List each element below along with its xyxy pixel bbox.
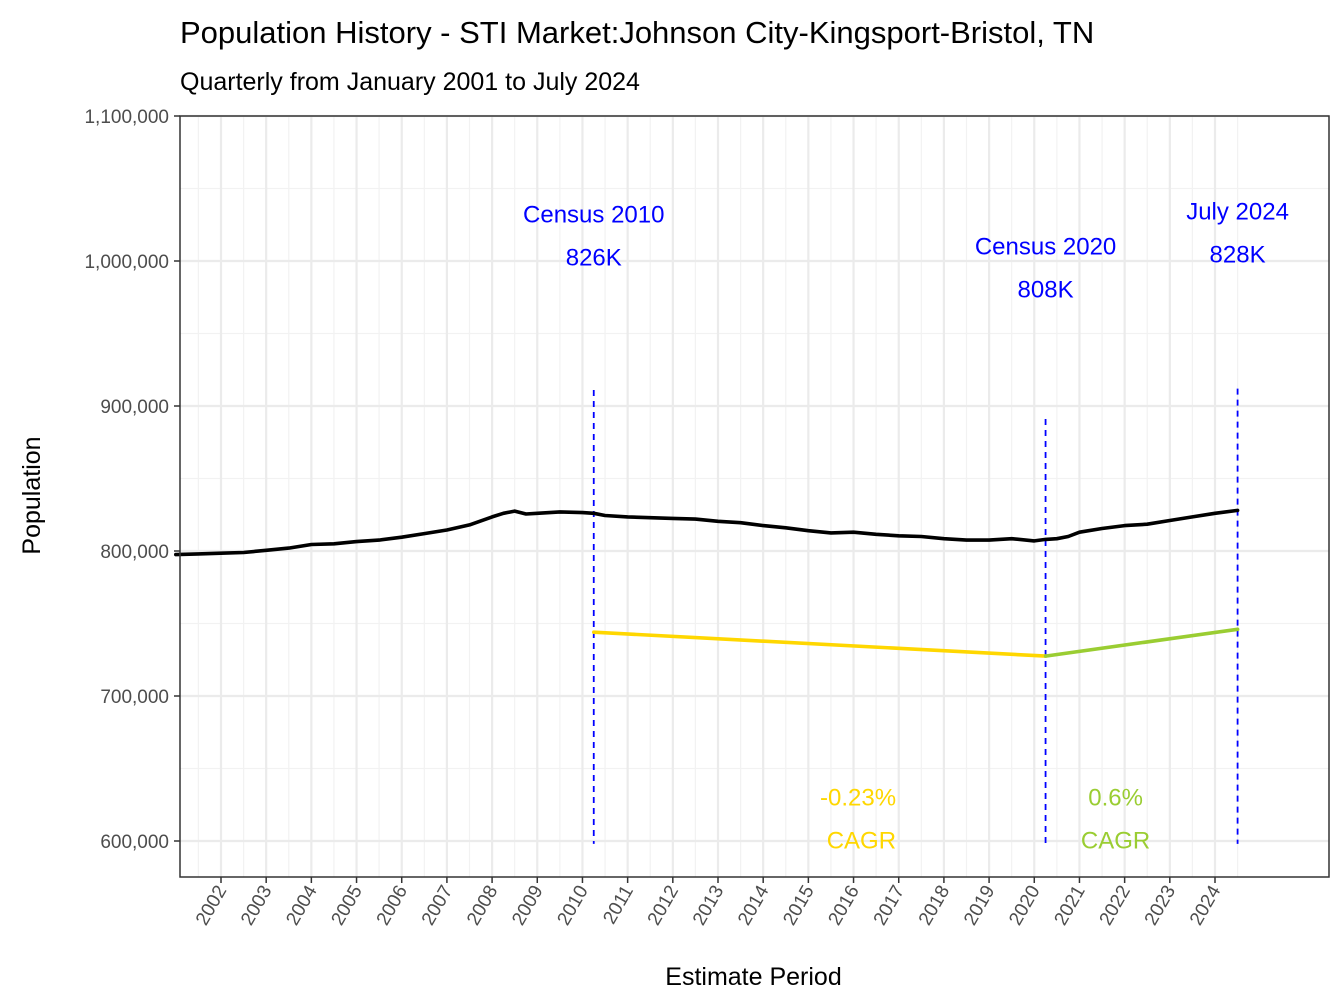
grid-lines: [180, 114, 1329, 877]
x-tick-label: 2022: [1096, 882, 1135, 929]
x-axis-title: Estimate Period: [665, 963, 841, 991]
y-tick-label: 900,000: [100, 397, 169, 418]
annotation-label: Census 2020 808K: [975, 234, 1116, 304]
x-tick-label: 2023: [1141, 882, 1180, 929]
x-tick-label: 2011: [599, 882, 638, 928]
x-tick-label: 2013: [689, 882, 728, 929]
y-tick-label: 1,100,000: [84, 107, 169, 128]
x-tick-label: 2012: [644, 882, 683, 929]
annotation-line: CAGR: [820, 828, 896, 855]
annotation-line: Census 2020: [975, 234, 1116, 261]
x-tick-label: 2015: [779, 882, 818, 929]
x-tick-label: 2002: [192, 882, 231, 929]
x-tick-label: 2010: [553, 882, 592, 929]
x-tick-label: 2018: [915, 882, 954, 929]
cagr-line: [591, 630, 1048, 658]
x-tick-label: 2004: [282, 882, 322, 929]
annotation-line: 0.6%: [1088, 785, 1143, 812]
annotation-line: July 2024: [1186, 199, 1289, 226]
x-tick-label: 2008: [463, 882, 502, 929]
series-layer: [174, 388, 1240, 844]
x-tick-label: 2019: [960, 882, 999, 929]
cagr-line: [1043, 627, 1240, 658]
annotation-label: -0.23% CAGR: [820, 785, 896, 855]
y-tick-label: 600,000: [100, 832, 169, 853]
annotation-line: CAGR: [1081, 828, 1150, 855]
plot-panel-border: [179, 115, 1330, 878]
x-tick-label: 2016: [825, 882, 864, 929]
x-tick-label: 2005: [328, 882, 367, 929]
x-tick-label: 2009: [508, 882, 547, 929]
annotation-line: Census 2010: [523, 202, 664, 229]
annotation-label: July 2024 828K: [1186, 199, 1289, 269]
annotation-line: 808K: [1018, 277, 1074, 304]
population-line: [174, 508, 1240, 557]
y-tick-label: 800,000: [100, 542, 169, 563]
x-tick-label: 2020: [1005, 882, 1044, 929]
x-tick-label: 2021: [1050, 882, 1089, 929]
chart-title: Population History - STI Market:Johnson …: [180, 15, 1094, 50]
x-tick-label: 2014: [734, 882, 774, 929]
plot-panel: [180, 116, 1329, 877]
y-tick-label: 700,000: [100, 687, 169, 708]
x-tick-label: 2006: [373, 882, 412, 929]
annotation-line: -0.23%: [820, 785, 896, 812]
x-tick-label: 2017: [870, 882, 909, 929]
x-tick-label: 2024: [1186, 882, 1226, 929]
y-tick-label: 1,000,000: [84, 252, 169, 273]
x-tick-label: 2003: [237, 882, 276, 929]
x-tick-label: 2007: [418, 882, 457, 929]
chart-subtitle: Quarterly from January 2001 to July 2024: [180, 68, 640, 96]
annotation-label: Census 2010 826K: [523, 202, 664, 272]
y-axis-title: Population: [18, 436, 46, 554]
annotation-label: 0.6% CAGR: [1081, 785, 1150, 855]
annotation-line: 828K: [1210, 242, 1266, 269]
annotation-line: 826K: [566, 245, 622, 272]
annotation-layer: Census 2010 826K Census 2020 808K July 2024 8…: [523, 199, 1289, 855]
